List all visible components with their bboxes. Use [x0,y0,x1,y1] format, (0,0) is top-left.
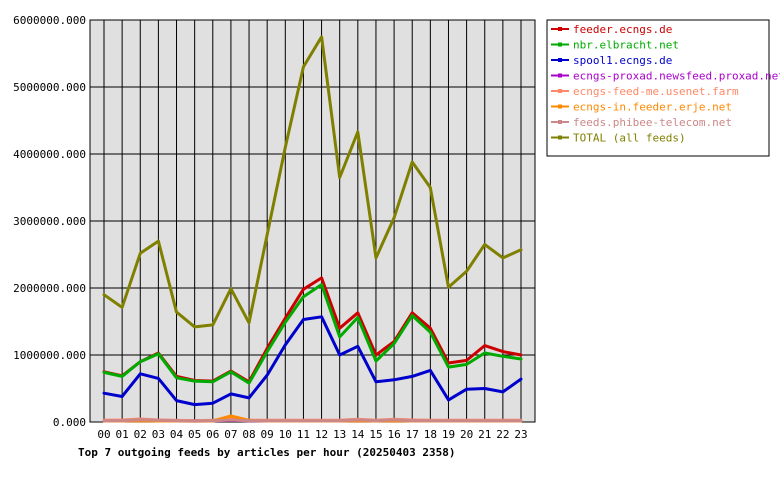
x-tick-label: 13 [333,428,346,441]
x-tick-label: 17 [406,428,419,441]
series-lines [102,35,523,423]
y-axis-ticks: 0.000 1000000.000 2000000.000 3000000.000 40… [13,14,86,429]
x-tick-label: 02 [134,428,147,441]
x-tick-label: 21 [478,428,491,441]
y-tick-label: 0.000 [53,416,86,429]
legend-label: spool1.ecngs.de [573,54,672,67]
series-line-1 [102,283,523,385]
x-tick-label: 09 [261,428,274,441]
y-tick-label: 2000000.000 [13,282,86,295]
legend: feeder.ecngs.de nbr.elbracht.net spool1.ec… [546,19,780,157]
x-tick-label: 11 [297,428,310,441]
x-tick-label: 15 [369,428,382,441]
y-tick-label: 4000000.000 [13,148,86,161]
y-tick-label: 5000000.000 [13,81,86,94]
legend-marker [558,73,562,78]
legend-marker [558,104,562,109]
x-axis-ticks: 00 01 02 03 04 05 06 07 08 09 10 11 12 13 14 15 16 17 18 19… [97,428,527,441]
x-tick-label: 18 [424,428,437,441]
x-tick-label: 03 [152,428,165,441]
legend-marker [558,42,562,47]
legend-label: feeder.ecngs.de [573,23,672,36]
x-tick-label: 00 [97,428,110,441]
x-tick-label: 01 [116,428,129,441]
legend-label: nbr.elbracht.net [573,39,679,52]
x-tick-label: 23 [514,428,527,441]
x-tick-label: 04 [170,428,184,441]
legend-label: ecngs-proxad.newsfeed.proxad.net [573,70,780,83]
series-line-2 [102,315,523,407]
legend-label: ecngs-feed-me.usenet.farm [573,85,739,98]
series-line-7 [102,35,523,329]
x-tick-label: 20 [460,428,473,441]
x-tick-label: 19 [442,428,455,441]
series-line-6 [102,418,523,423]
x-tick-label: 05 [188,428,201,441]
x-tick-label: 12 [315,428,328,441]
legend-marker [558,120,562,124]
legend-marker [558,135,562,140]
legend-marker [558,58,562,62]
x-tick-label: 10 [279,428,292,441]
x-tick-label: 22 [496,428,509,441]
legend-box [546,19,770,157]
legend-label: feeds.phibee-telecom.net [573,116,732,129]
legend-marker [558,89,562,93]
x-tick-label: 08 [242,428,255,441]
y-tick-label: 3000000.000 [13,215,86,228]
x-tick-label: 16 [387,428,400,441]
chart-title: Top 7 outgoing feeds by articles per hou… [78,446,456,459]
x-tick-label: 14 [351,428,365,441]
legend-marker [558,27,562,31]
legend-label: TOTAL (all feeds) [573,132,686,145]
y-tick-label: 6000000.000 [13,14,86,27]
y-tick-label: 1000000.000 [13,349,86,362]
legend-label: ecngs-in.feeder.erje.net [573,101,732,114]
x-tick-label: 07 [224,428,237,441]
x-tick-label: 06 [206,428,219,441]
